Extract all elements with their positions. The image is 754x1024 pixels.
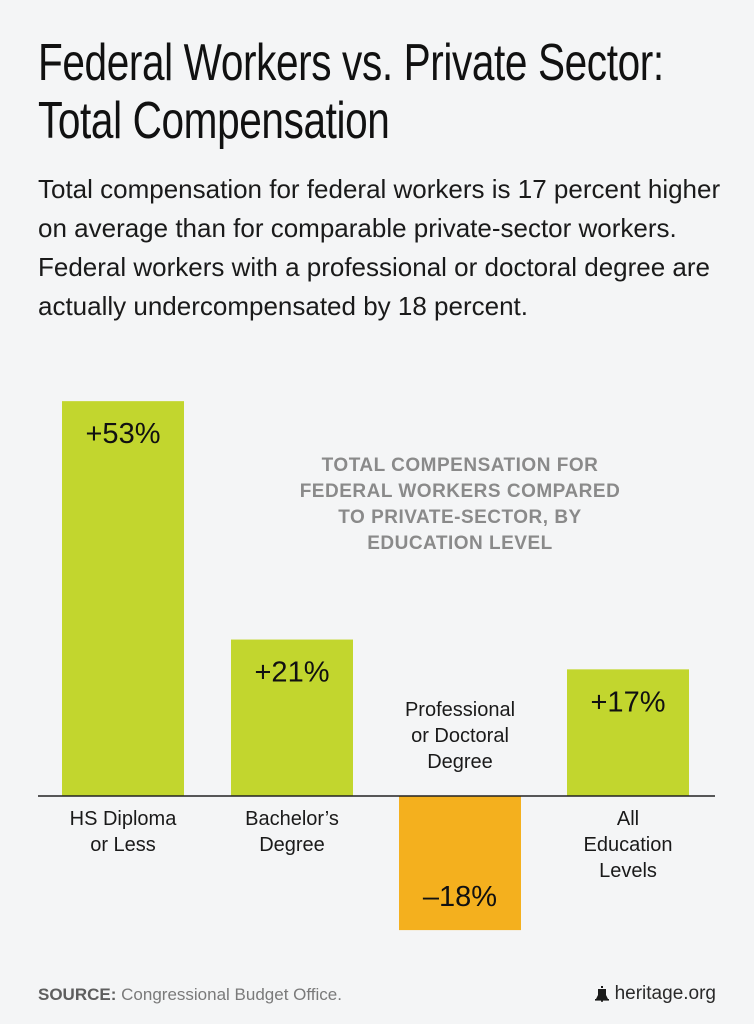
bar-3 <box>567 669 689 796</box>
value-label-1: +21% <box>255 657 330 689</box>
brand-link[interactable]: heritage.org <box>594 983 716 1005</box>
page-title: Federal Workers vs. Private Sector: Tota… <box>38 34 728 150</box>
bar-2 <box>399 796 521 931</box>
bar-1 <box>231 639 353 796</box>
value-label-0: +53% <box>86 418 161 450</box>
value-label-3: +17% <box>591 686 666 718</box>
category-label-1: Bachelor’s Degree <box>245 808 339 856</box>
source-note: SOURCE: Congressional Budget Office. <box>38 985 342 1005</box>
title-line-2: Total Compensation <box>38 92 390 150</box>
value-label-2: –18% <box>423 881 497 913</box>
source-label: SOURCE: <box>38 985 117 1004</box>
liberty-bell-icon <box>594 986 609 1002</box>
chart-title: TOTAL COMPENSATION FOR FEDERAL WORKERS CO… <box>300 455 621 554</box>
subtitle: Total compensation for federal workers i… <box>38 174 721 321</box>
title-line-1: Federal Workers vs. Private Sector: <box>38 34 664 92</box>
category-label-3: All Education Levels <box>584 808 673 882</box>
bar-0 <box>62 401 184 796</box>
category-label-2: Professional or Doctoral Degree <box>405 699 515 773</box>
category-label-0: HS Diploma or Less <box>70 808 178 856</box>
source-text: Congressional Budget Office. <box>121 985 342 1004</box>
brand-text: heritage.org <box>614 983 716 1004</box>
chart-title-text: TOTAL COMPENSATION FOR FEDERAL WORKERS CO… <box>300 455 621 554</box>
bars-group: +53% HS Diploma or Less +21% Bachelor’s Degre… <box>38 401 715 931</box>
